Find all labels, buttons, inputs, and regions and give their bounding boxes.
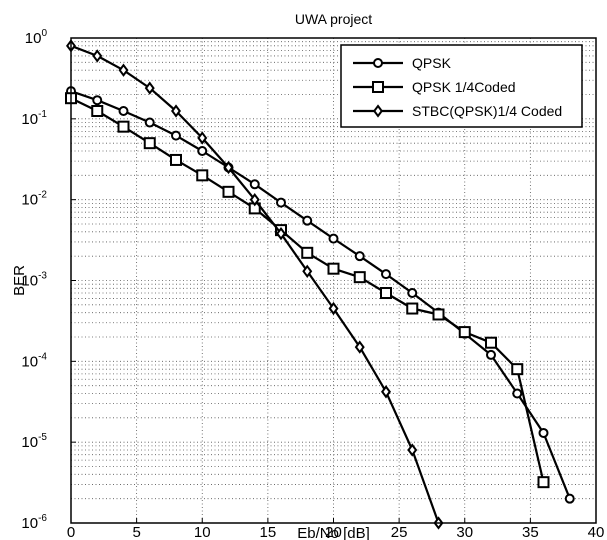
series-square-point — [537, 476, 550, 489]
data-series — [65, 39, 575, 530]
series-square-point — [406, 302, 419, 315]
series-diamond-point — [328, 301, 339, 316]
chart-title: UWA project — [295, 11, 372, 27]
y-tick-base: 10 — [21, 353, 38, 370]
series-diamond — [66, 39, 444, 530]
y-tick-exponent: -5 — [38, 432, 47, 443]
x-tick-label: 25 — [391, 524, 408, 540]
series-diamond-point — [381, 385, 391, 399]
y-tick-label: 100 — [25, 28, 48, 47]
series-square-point — [301, 246, 314, 259]
series-diamond-point — [92, 49, 103, 63]
legend-marker-point — [373, 58, 383, 68]
series-diamond-point — [276, 226, 286, 241]
legend-items: QPSK QPSK 1/4Coded STBC(QPSK)1/4 Coded — [353, 55, 562, 119]
x-tick-label: 20 — [325, 524, 342, 540]
series-square-point — [117, 120, 130, 133]
legend-item-square: QPSK 1/4Coded — [353, 79, 516, 95]
series-circle-point — [328, 233, 339, 244]
y-tick-base: 10 — [21, 515, 38, 532]
x-tick-label: 40 — [588, 524, 605, 540]
series-circle-point — [407, 288, 418, 299]
legend: QPSK QPSK 1/4Coded STBC(QPSK)1/4 Coded — [340, 44, 583, 128]
y-tick-label: 10-6 — [21, 513, 47, 532]
series-square-point — [485, 336, 497, 349]
series-diamond-point — [223, 160, 234, 175]
legend-item-circle: QPSK — [353, 55, 452, 71]
x-tick-label: 30 — [456, 524, 473, 540]
y-tick-exponent: 0 — [41, 28, 47, 39]
y-tick-base: 10 — [21, 111, 38, 128]
series-square-point — [196, 169, 209, 182]
x-tick-label: 0 — [67, 524, 75, 540]
y-tick-exponent: -4 — [38, 351, 47, 362]
legend-item-diamond: STBC(QPSK)1/4 Coded — [353, 103, 562, 119]
series-square-point — [143, 137, 156, 150]
series-circle-point — [118, 105, 129, 116]
series-square-point — [458, 326, 471, 339]
series-diamond-point — [354, 340, 365, 354]
series-diamond-point — [197, 131, 208, 145]
y-tick-base: 10 — [21, 192, 38, 209]
y-tick-label: 10-2 — [21, 190, 47, 209]
y-tick-label: 10-4 — [21, 351, 47, 370]
y-tick-base: 10 — [21, 434, 38, 451]
y-tick-base: 10 — [25, 30, 42, 47]
y-axis-label: BER — [11, 265, 28, 296]
series-circle-point — [249, 179, 260, 190]
series-square-point — [91, 104, 104, 117]
series-square-point — [380, 287, 392, 300]
y-tick-label: 10-3 — [21, 271, 47, 290]
series-circle-point — [302, 215, 313, 226]
series-diamond-point — [144, 81, 155, 95]
y-tick-label: 10-1 — [21, 109, 47, 128]
y-tick-exponent: -1 — [38, 109, 47, 120]
series-circle-point — [538, 427, 549, 438]
series-diamond-point — [171, 104, 181, 118]
y-tick-exponent: -3 — [38, 271, 47, 282]
series-circle-point — [512, 388, 523, 399]
series-square-point — [222, 185, 235, 198]
series-square-point — [511, 363, 524, 376]
y-tick-label: 10-5 — [21, 432, 47, 451]
x-axis-label: Eb/No [dB] — [297, 525, 370, 540]
x-tick-label: 35 — [522, 524, 539, 540]
y-tick-exponent: -2 — [38, 190, 47, 201]
x-tick-label: 10 — [194, 524, 211, 540]
series-diamond-point — [249, 193, 260, 207]
series-square-point — [327, 262, 340, 275]
y-tick-base: 10 — [21, 273, 38, 290]
series-diamond-point — [302, 264, 313, 278]
legend-marker-point — [373, 104, 383, 118]
series-circle-point — [197, 146, 208, 157]
series-circle-point — [92, 95, 103, 106]
legend-marker-point — [372, 81, 384, 93]
series-circle-point — [564, 493, 575, 504]
series-circle-point — [171, 130, 181, 141]
y-tick-exponent: -6 — [38, 513, 47, 524]
series-circle-point — [276, 197, 286, 208]
series-diamond-point — [407, 443, 418, 457]
series-circle-point — [144, 117, 155, 128]
legend-label: QPSK — [412, 55, 452, 71]
series-square — [65, 92, 550, 489]
series-circle-point — [486, 349, 496, 360]
series-diamond-point — [118, 63, 129, 77]
series-square-point — [353, 271, 366, 284]
legend-label: QPSK 1/4Coded — [412, 79, 516, 95]
series-square-point — [432, 308, 445, 321]
x-tick-label: 5 — [132, 524, 140, 540]
legend-label: STBC(QPSK)1/4 Coded — [412, 103, 562, 119]
x-tick-label: 15 — [260, 524, 277, 540]
series-circle-point — [381, 269, 391, 280]
x-axis-ticks: 0 5 10 15 20 25 30 35 40 — [67, 518, 605, 540]
series-square-point — [170, 153, 182, 166]
series-circle-point — [354, 251, 365, 262]
